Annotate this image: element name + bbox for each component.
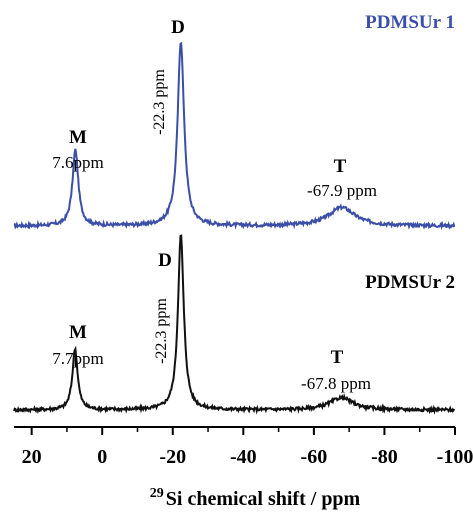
x-tick-label: -60 [301, 446, 328, 468]
x-tick-label: 0 [97, 446, 107, 468]
series-2-peak-d-value: -22.3 ppm [153, 298, 170, 364]
series-1-peak-t-letter: T [334, 156, 347, 177]
x-axis-label-text: Si chemical shift / ppm [166, 488, 361, 510]
series-1-peak-d-letter: D [171, 17, 185, 38]
x-tick-label: -40 [230, 446, 257, 468]
x-tick-label: -100 [437, 446, 473, 468]
series-2-peak-d-letter: D [158, 250, 172, 271]
series-1-peak-t-value: -67.9 ppm [307, 181, 377, 200]
x-tick-label: -20 [159, 446, 186, 468]
x-axis-label: 29 Si chemical shift / ppm [150, 486, 361, 510]
series-2-peak-t-value: -67.8 ppm [301, 374, 371, 393]
x-axis-ticks: 20 0 -20 -40 -60 -80 -100 [22, 427, 473, 468]
series-1-name: PDMSUr 1 [365, 12, 455, 33]
x-tick-label: 20 [22, 446, 42, 468]
series-2-peak-m-value: 7.7ppm [52, 349, 103, 368]
series-1-peak-d-value: -22.3 ppm [151, 69, 168, 135]
series-2-peak-m-letter: M [69, 322, 87, 343]
series-1-peak-m-value: 7.6ppm [52, 153, 103, 172]
series-2-peak-t-letter: T [331, 347, 344, 368]
x-axis-label-superscript: 29 [150, 486, 164, 501]
series-1-peak-m-letter: M [69, 127, 87, 148]
series-1-line [13, 41, 456, 231]
x-tick-label: -80 [371, 446, 398, 468]
series-2-line [13, 234, 456, 415]
series-2-name: PDMSUr 2 [365, 272, 455, 293]
